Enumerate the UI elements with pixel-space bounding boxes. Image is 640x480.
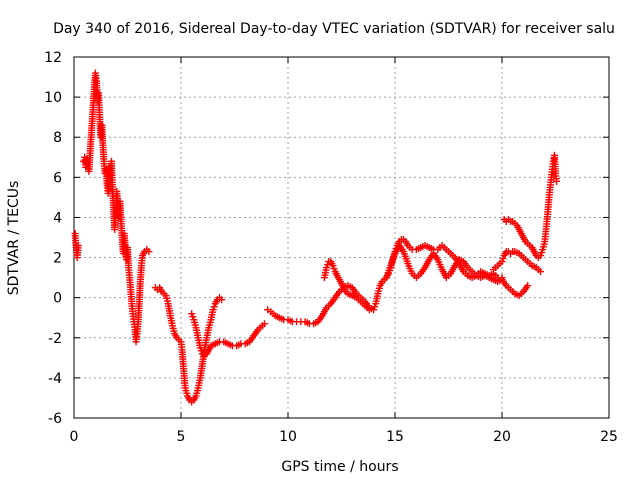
data-point (365, 306, 373, 314)
x-tick-label: 15 (386, 429, 404, 445)
x-axis-label: GPS time / hours (281, 459, 398, 475)
grid-lines (74, 57, 609, 418)
y-tick-label: -6 (48, 411, 62, 427)
data-point (553, 177, 561, 185)
y-tick-label: -4 (48, 371, 62, 387)
y-tick-label: -2 (48, 331, 62, 347)
chart-title: Day 340 of 2016, Sidereal Day-to-day VTE… (53, 21, 615, 37)
y-axis-label: SDTVAR / TECUs (6, 181, 22, 296)
data-point (524, 282, 532, 290)
data-point (218, 296, 226, 304)
y-tick-label: 2 (53, 251, 62, 267)
data-point (74, 242, 82, 250)
x-tick-label: 5 (177, 429, 186, 445)
x-tick-label: 25 (600, 429, 618, 445)
y-tick-label: 0 (53, 291, 62, 307)
y-tick-label: 12 (44, 50, 62, 66)
y-tick-label: 10 (44, 90, 62, 106)
y-tick-label: 8 (53, 130, 62, 146)
y-tick-label: 6 (53, 170, 62, 186)
data-point (537, 268, 545, 276)
data-points (71, 69, 561, 406)
data-point (145, 248, 153, 256)
y-tick-label: 4 (53, 210, 62, 226)
plot-frame (73, 56, 610, 419)
data-point (260, 320, 268, 328)
x-tick-label: 0 (70, 429, 79, 445)
x-tick-label: 10 (279, 429, 297, 445)
x-tick-label: 20 (493, 429, 511, 445)
